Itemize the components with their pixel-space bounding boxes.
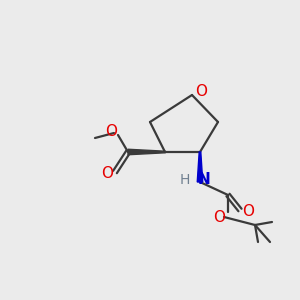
Text: N: N bbox=[198, 172, 211, 188]
Polygon shape bbox=[128, 149, 165, 155]
Polygon shape bbox=[197, 152, 203, 182]
Text: O: O bbox=[195, 83, 207, 98]
Text: H: H bbox=[180, 173, 190, 187]
Text: O: O bbox=[213, 209, 225, 224]
Text: O: O bbox=[242, 205, 254, 220]
Text: O: O bbox=[101, 167, 113, 182]
Text: O: O bbox=[105, 124, 117, 139]
